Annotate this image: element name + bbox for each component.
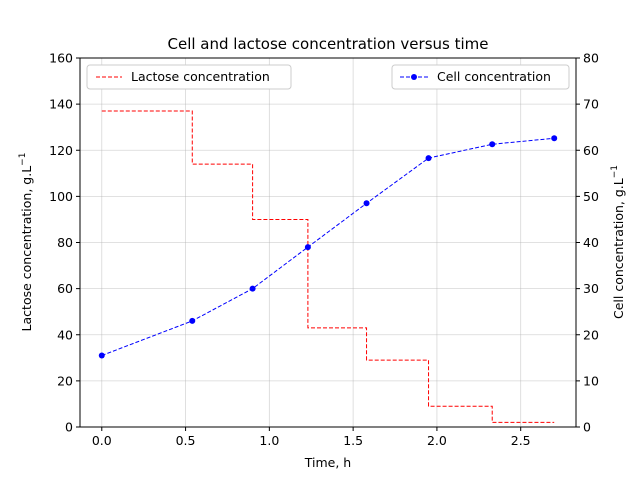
y-left-tick-label: 40 xyxy=(57,327,73,342)
x-tick-label: 1.0 xyxy=(259,433,279,448)
x-tick-label: 1.5 xyxy=(343,433,363,448)
y-left-tick-label: 140 xyxy=(49,97,73,112)
y-right-tick-label: 20 xyxy=(583,327,599,342)
y-right-tick-label: 60 xyxy=(583,143,599,158)
y-left-tick-label: 60 xyxy=(57,281,73,296)
data-point-cell xyxy=(249,285,256,292)
data-point-cell xyxy=(189,317,196,324)
x-axis-label: Time, h xyxy=(304,455,351,470)
data-point-cell xyxy=(425,155,432,162)
legend-right: Cell concentration xyxy=(391,64,570,90)
y-right-tick-label: 40 xyxy=(583,235,599,250)
grid xyxy=(80,57,576,428)
y-right-tick-label: 30 xyxy=(583,281,599,296)
data-point-cell xyxy=(489,141,496,148)
x-tick-label: 2.0 xyxy=(427,433,447,448)
y-right-tick-label: 10 xyxy=(583,373,599,388)
legend-left-label: Lactose concentration xyxy=(131,69,270,84)
y-axis-label-left-unit: −1 xyxy=(18,153,28,166)
y-axis-label-right-text: Cell concentration, g.L xyxy=(611,178,626,319)
legend-right-box xyxy=(391,64,570,90)
legend-left: Lactose concentration xyxy=(86,64,292,90)
y-axis-left: 0 20 40 60 80 100 120 140 160 xyxy=(49,51,80,435)
y-left-tick-label: 80 xyxy=(57,235,73,250)
y-right-tick-label: 80 xyxy=(583,51,599,66)
y-right-tick-label: 50 xyxy=(583,189,599,204)
x-tick-label: 0.0 xyxy=(92,433,112,448)
y-right-tick-label: 70 xyxy=(583,97,599,112)
data-point-cell xyxy=(304,244,311,251)
y-left-tick-label: 160 xyxy=(49,51,73,66)
y-left-tick-label: 20 xyxy=(57,373,73,388)
y-axis-label-left-text: Lactose concentration, g.L xyxy=(19,166,34,332)
x-tick-label: 0.5 xyxy=(176,433,196,448)
series-group xyxy=(98,110,558,423)
series-line-cell xyxy=(101,137,555,356)
y-axis-right: 0 10 20 30 40 50 60 70 80 xyxy=(576,51,599,435)
legend-left-box xyxy=(86,64,292,90)
data-point-cell xyxy=(551,135,558,142)
data-point-cell xyxy=(98,352,105,359)
chart-title: Cell and lactose concentration versus ti… xyxy=(168,35,489,53)
legend-right-marker xyxy=(411,74,417,80)
y-right-tick-label: 0 xyxy=(583,420,591,435)
x-tick-label: 2.5 xyxy=(511,433,531,448)
y-left-tick-label: 0 xyxy=(65,420,73,435)
series-line-lactose xyxy=(101,110,555,423)
x-axis: 0.0 0.5 1.0 1.5 2.0 2.5 xyxy=(92,427,531,448)
legend-right-label: Cell concentration xyxy=(437,69,551,84)
y-left-tick-label: 120 xyxy=(49,143,73,158)
y-axis-label-left: Lactose concentration, g.L−1 xyxy=(18,153,34,332)
y-axis-label-right-unit: −1 xyxy=(610,165,620,178)
y-axis-label-right: Cell concentration, g.L−1 xyxy=(610,165,626,319)
data-point-cell xyxy=(363,200,370,207)
y-left-tick-label: 100 xyxy=(49,189,73,204)
